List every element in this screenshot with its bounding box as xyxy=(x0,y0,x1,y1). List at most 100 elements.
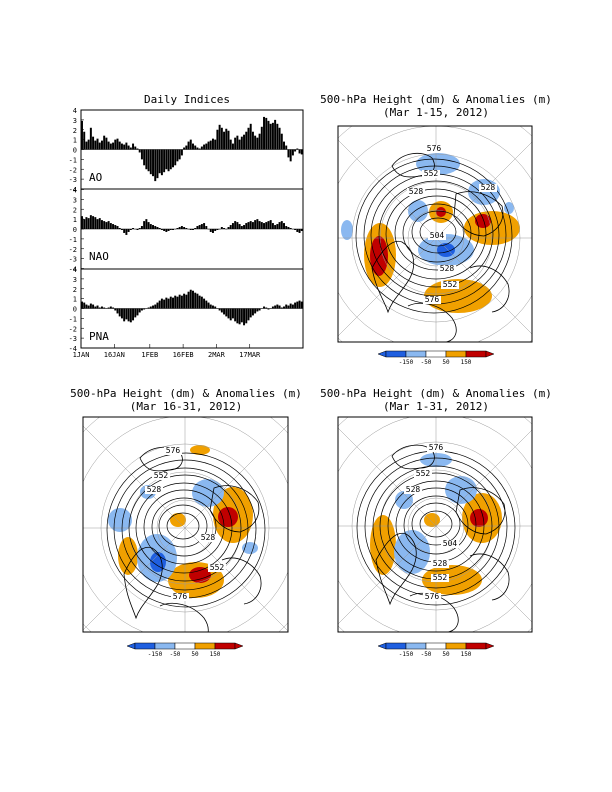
index-bar xyxy=(283,141,285,150)
y-tick-label: 0 xyxy=(73,147,77,155)
index-bar xyxy=(220,308,223,313)
index-bar xyxy=(87,139,90,150)
index-bar xyxy=(192,229,194,230)
map2-coastlines xyxy=(123,446,262,632)
y-tick-label: 3 xyxy=(73,196,77,204)
index-bar xyxy=(249,308,252,318)
y-tick-label: 0 xyxy=(73,306,77,314)
map2-subtitle: (Mar 16-31, 2012) xyxy=(130,400,243,413)
index-bar xyxy=(276,123,279,150)
index-bar xyxy=(154,226,157,229)
index-bar xyxy=(189,229,192,230)
colorbar-arrow-high xyxy=(485,350,495,358)
index-bar xyxy=(176,149,179,162)
index-bar xyxy=(176,296,179,309)
index-bar xyxy=(98,218,101,229)
ao-subpanel: AO xyxy=(80,109,304,190)
contour-label: 528 xyxy=(409,187,424,196)
index-bar xyxy=(267,308,270,310)
index-bar xyxy=(123,308,126,322)
colorbar-label: 150 xyxy=(210,651,221,658)
colorbar-label: 150 xyxy=(461,359,472,366)
index-bar xyxy=(231,223,234,229)
contour-label-bg xyxy=(438,265,456,273)
contour-label: 504 xyxy=(443,539,458,548)
index-bar xyxy=(263,116,266,150)
y-tick-label: -4 xyxy=(69,266,77,274)
index-bar xyxy=(260,222,263,229)
index-bar xyxy=(274,305,277,309)
index-bar xyxy=(81,216,83,229)
index-bar xyxy=(125,142,128,150)
contour-label: 576 xyxy=(425,592,440,601)
contour-label-bg xyxy=(431,560,449,568)
index-bar xyxy=(96,305,99,309)
y-tick-label: -4 xyxy=(69,186,77,194)
map1-frame xyxy=(337,125,533,343)
index-bar xyxy=(83,131,86,150)
contour-label: 552 xyxy=(433,573,448,582)
index-bar xyxy=(136,229,139,230)
index-bar xyxy=(85,304,88,309)
index-bar xyxy=(145,149,148,170)
index-bar xyxy=(187,141,190,150)
index-bar xyxy=(116,308,119,314)
contour-label: 528 xyxy=(440,264,455,273)
map-mar-16-31: 500-hPa Height (dm) & Anomalies (m) (Mar… xyxy=(70,387,302,658)
index-bar xyxy=(223,308,226,315)
index-bar xyxy=(147,222,150,229)
index-bar xyxy=(211,138,214,150)
index-bar xyxy=(98,307,101,309)
index-bar xyxy=(152,225,155,229)
x-tick-label: 17MAR xyxy=(239,351,261,359)
index-bar xyxy=(178,149,181,160)
index-bar xyxy=(114,225,117,229)
nao-series-label: NAO xyxy=(89,250,109,263)
index-bar xyxy=(156,149,159,179)
index-bar xyxy=(140,308,143,311)
index-bar xyxy=(118,228,121,229)
index-bar xyxy=(258,221,261,229)
index-bar xyxy=(174,295,177,309)
index-bar xyxy=(229,225,232,229)
y-tick-label: 2 xyxy=(73,127,77,135)
y-tick-label: 1 xyxy=(73,216,77,224)
index-bar xyxy=(245,308,248,324)
index-bar xyxy=(132,228,135,229)
index-bar xyxy=(143,149,146,166)
y-tick-label: 4 xyxy=(73,187,77,195)
index-bar xyxy=(291,149,294,156)
index-bar xyxy=(220,127,223,150)
index-bar xyxy=(285,304,288,309)
colorbar-segment xyxy=(465,642,487,650)
map2-plot-area xyxy=(83,417,288,632)
index-bar xyxy=(163,229,166,231)
index-bar xyxy=(258,308,261,311)
index-bar xyxy=(189,289,192,309)
colorbar-label: -150 xyxy=(148,651,163,658)
index-bar xyxy=(92,304,95,309)
index-bar xyxy=(145,219,148,229)
contour-label: 552 xyxy=(443,280,458,289)
contour-label-bg xyxy=(152,472,170,480)
index-bar xyxy=(254,308,257,314)
index-bar xyxy=(200,296,203,309)
index-bar xyxy=(143,308,146,310)
contour-label-bg xyxy=(208,564,226,572)
index-bar xyxy=(109,223,112,229)
index-bar xyxy=(107,141,110,150)
index-bar xyxy=(225,308,228,317)
map1-coastlines xyxy=(371,152,510,342)
map3-plot-area xyxy=(338,417,532,632)
contour-label: 576 xyxy=(173,592,188,601)
index-bar xyxy=(218,124,221,150)
index-bar xyxy=(169,149,172,170)
index-bar xyxy=(296,229,299,232)
contour-label: 528 xyxy=(147,485,162,494)
index-bar xyxy=(258,133,261,150)
index-bar xyxy=(114,139,117,150)
index-bar xyxy=(236,308,239,324)
index-bar xyxy=(85,141,88,150)
index-bar xyxy=(140,226,143,229)
